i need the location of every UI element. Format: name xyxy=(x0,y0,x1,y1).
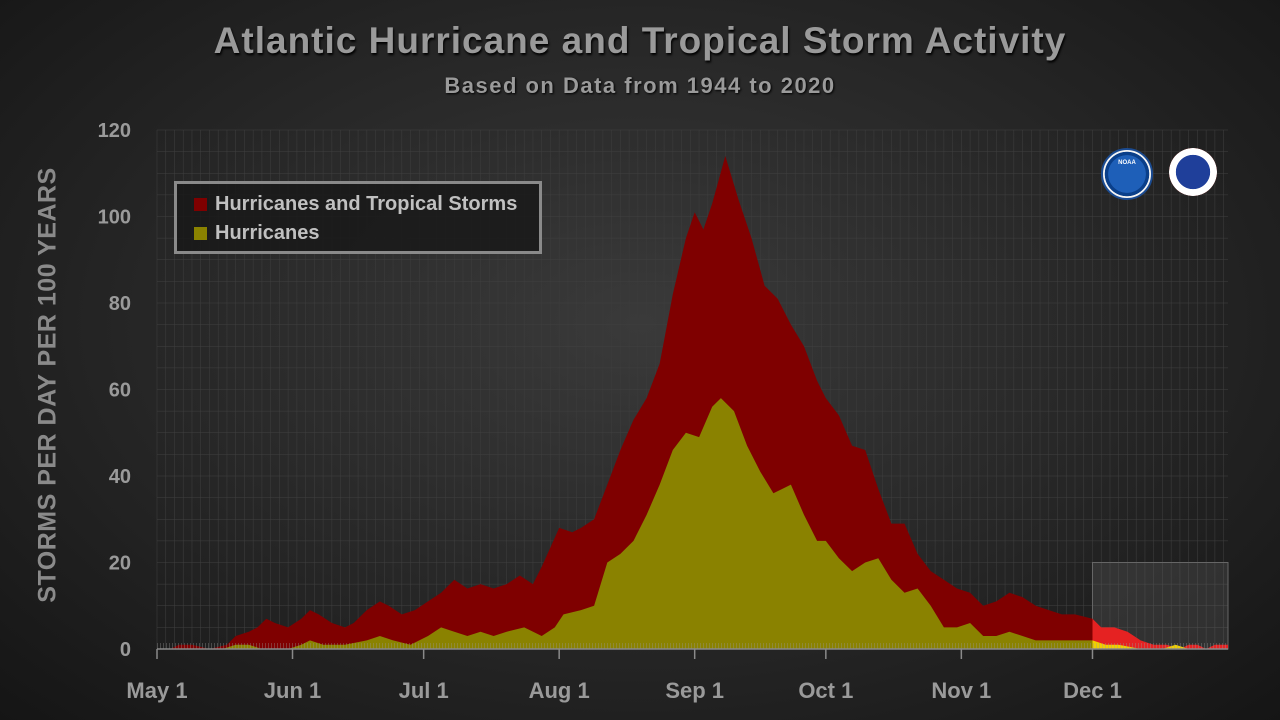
x-tick-label: Sep 1 xyxy=(665,678,724,703)
x-tick-label: Nov 1 xyxy=(931,678,991,703)
legend-item-storms: Hurricanes and Tropical Storms xyxy=(194,192,517,216)
y-tick-label: 100 xyxy=(98,207,131,229)
chart-legend: Hurricanes and Tropical Storms Hurricane… xyxy=(174,181,542,254)
y-axis-label: STORMS PER DAY PER 100 YEARS xyxy=(33,167,62,603)
y-tick-label: 60 xyxy=(109,380,131,402)
x-tick-label: Oct 1 xyxy=(798,678,853,703)
y-tick-label: 0 xyxy=(120,639,131,661)
nws-logo-icon xyxy=(1169,148,1217,196)
legend-label-hurricanes: Hurricanes xyxy=(215,221,320,244)
x-tick-label: May 1 xyxy=(126,678,187,703)
x-tick-label: Jun 1 xyxy=(264,678,321,703)
chart-subtitle: Based on Data from 1944 to 2020 xyxy=(444,73,836,98)
chart-title: Atlantic Hurricane and Tropical Storm Ac… xyxy=(213,20,1067,61)
series-area-hurricanes-offseason xyxy=(1092,640,1228,649)
legend-item-hurricanes: Hurricanes xyxy=(194,221,320,245)
series-area-hurricanes xyxy=(157,398,1093,649)
x-tick-label: Jul 1 xyxy=(399,678,449,703)
y-tick-label: 40 xyxy=(109,466,131,488)
x-tick-label: Aug 1 xyxy=(529,678,590,703)
legend-label-storms: Hurricanes and Tropical Storms xyxy=(215,192,518,215)
chart-axes: May 1 Jun 1 Jul 1 Aug 1 Sep 1 Oct 1 Nov 1 Dec 1… xyxy=(98,120,1228,703)
series-area-storms-offseason xyxy=(1092,618,1228,649)
x-tick-label: Dec 1 xyxy=(1063,678,1122,703)
y-tick-label: 20 xyxy=(109,553,131,575)
chart-series-layer xyxy=(157,156,1228,649)
noaa-logo-text: NOAA xyxy=(1118,160,1136,166)
series-area-storms xyxy=(157,156,1093,649)
legend-swatch-hurricanes xyxy=(194,226,207,240)
y-tick-label: 120 xyxy=(98,120,131,142)
noaa-logo-icon: NOAA xyxy=(1101,148,1153,200)
y-tick-label: 80 xyxy=(109,293,131,315)
legend-swatch-storms xyxy=(194,197,207,211)
